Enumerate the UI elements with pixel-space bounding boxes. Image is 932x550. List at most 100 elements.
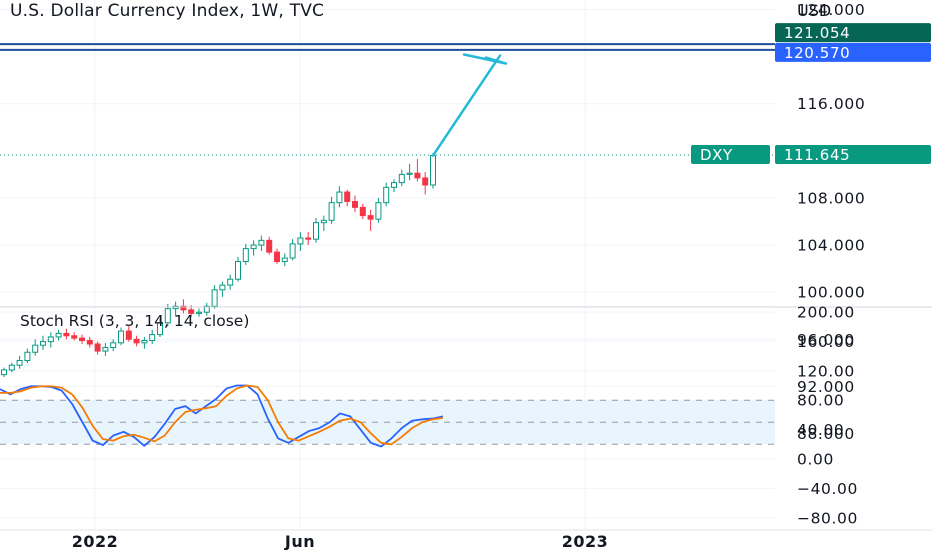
time-tick-label: 2023 — [562, 532, 609, 550]
price-tick-label: 108.000 — [797, 189, 865, 207]
candle-body — [235, 261, 241, 280]
candle-body — [188, 309, 195, 314]
candle[interactable] — [141, 336, 148, 349]
last-price-tag-bg — [775, 145, 931, 164]
candle-body — [110, 342, 117, 349]
candle[interactable] — [94, 341, 101, 355]
lower-line-tag-bg — [775, 42, 931, 62]
stoch-rsi-pane[interactable] — [0, 384, 775, 448]
candle[interactable] — [352, 195, 358, 213]
price-tick-label: 104.000 — [797, 237, 865, 255]
candle[interactable] — [203, 302, 210, 316]
candle[interactable] — [40, 335, 46, 350]
candle[interactable] — [164, 303, 171, 327]
price-tick-label: 116.000 — [797, 95, 865, 113]
candle[interactable] — [79, 334, 85, 345]
price-tick-label: 96.000 — [797, 331, 855, 349]
candle[interactable] — [281, 253, 288, 267]
candle-body — [352, 200, 358, 208]
upper-line-tag-bg — [775, 23, 931, 43]
candle[interactable] — [32, 339, 39, 356]
candle-body — [164, 308, 171, 324]
arrow-head[interactable] — [462, 53, 508, 65]
candle[interactable] — [125, 326, 132, 342]
candle-body — [141, 339, 148, 344]
candle[interactable] — [211, 285, 218, 309]
candle[interactable] — [133, 335, 140, 347]
candle[interactable] — [398, 169, 405, 187]
candle[interactable] — [86, 336, 93, 348]
arrow-shaft[interactable] — [431, 54, 502, 157]
indicator-title[interactable]: Stoch RSI (3, 3, 14, 14, close) — [20, 312, 250, 330]
candle[interactable] — [16, 355, 23, 369]
price-tick-label: 124.000 — [797, 1, 865, 19]
candle[interactable] — [149, 329, 156, 345]
candle[interactable] — [258, 235, 265, 251]
candle-body — [94, 343, 101, 352]
stoch-tick-label: 160.00 — [797, 333, 855, 351]
candle[interactable] — [406, 163, 413, 181]
currency-label: USD — [797, 1, 832, 20]
candle[interactable] — [1, 367, 7, 377]
stoch-axis[interactable]: 200.00 160.00 120.00 80.00 40.00 0.00 −40.00 −8… — [797, 304, 858, 528]
candle[interactable] — [24, 348, 31, 363]
candle[interactable] — [391, 179, 397, 193]
candle[interactable] — [274, 248, 280, 264]
candle[interactable] — [266, 236, 273, 255]
candle[interactable] — [313, 217, 319, 243]
candle[interactable] — [219, 281, 226, 297]
candle[interactable] — [367, 209, 374, 231]
candle[interactable] — [118, 327, 124, 346]
candle[interactable] — [110, 339, 117, 352]
candle[interactable] — [63, 328, 70, 340]
grid — [0, 0, 775, 530]
candle-body — [430, 155, 436, 186]
candle-body — [305, 237, 312, 240]
time-tick-label: Jun — [284, 532, 315, 550]
candle[interactable] — [305, 232, 312, 246]
price-axis[interactable]: 132.000128.000124.000116.000108.000104.0… — [797, 0, 865, 443]
candle[interactable] — [55, 329, 62, 341]
candle-body — [274, 251, 280, 263]
candle[interactable] — [242, 243, 249, 266]
candle-body — [375, 202, 382, 220]
candle-body — [266, 239, 273, 253]
symbol-tag-bg — [691, 145, 770, 164]
stoch-tick-label: 40.00 — [797, 421, 844, 439]
candle-body — [289, 243, 296, 259]
candle-body — [227, 278, 234, 286]
candle[interactable] — [235, 256, 241, 282]
candle-body — [133, 338, 140, 344]
candle[interactable] — [422, 172, 429, 195]
stoch-k-line[interactable] — [0, 384, 444, 448]
candle[interactable] — [250, 240, 257, 256]
candle[interactable] — [47, 332, 54, 348]
candle-body — [344, 191, 351, 202]
candle[interactable] — [297, 232, 304, 251]
candle[interactable] — [320, 215, 327, 231]
candle[interactable] — [375, 197, 382, 223]
candle[interactable] — [102, 342, 109, 356]
candle-body — [47, 336, 54, 343]
candle[interactable] — [71, 332, 78, 341]
candle-body — [102, 347, 109, 352]
time-axis[interactable]: 2022 Jun 2023 — [0, 529, 932, 550]
candle[interactable] — [289, 239, 296, 261]
candle[interactable] — [383, 182, 390, 207]
candle[interactable] — [336, 186, 343, 208]
candle[interactable] — [430, 153, 436, 189]
candle[interactable] — [328, 196, 335, 224]
candle[interactable] — [196, 308, 202, 317]
stoch-d-line[interactable] — [0, 384, 444, 446]
candle-body — [196, 311, 202, 314]
candle[interactable] — [8, 362, 15, 373]
candle[interactable] — [180, 299, 187, 314]
candle[interactable] — [359, 203, 366, 220]
candle[interactable] — [227, 274, 234, 290]
candle[interactable] — [414, 159, 421, 182]
candle[interactable] — [344, 189, 351, 207]
candle-body — [1, 369, 7, 376]
price-pane[interactable] — [0, 43, 775, 377]
candle[interactable] — [157, 318, 163, 337]
